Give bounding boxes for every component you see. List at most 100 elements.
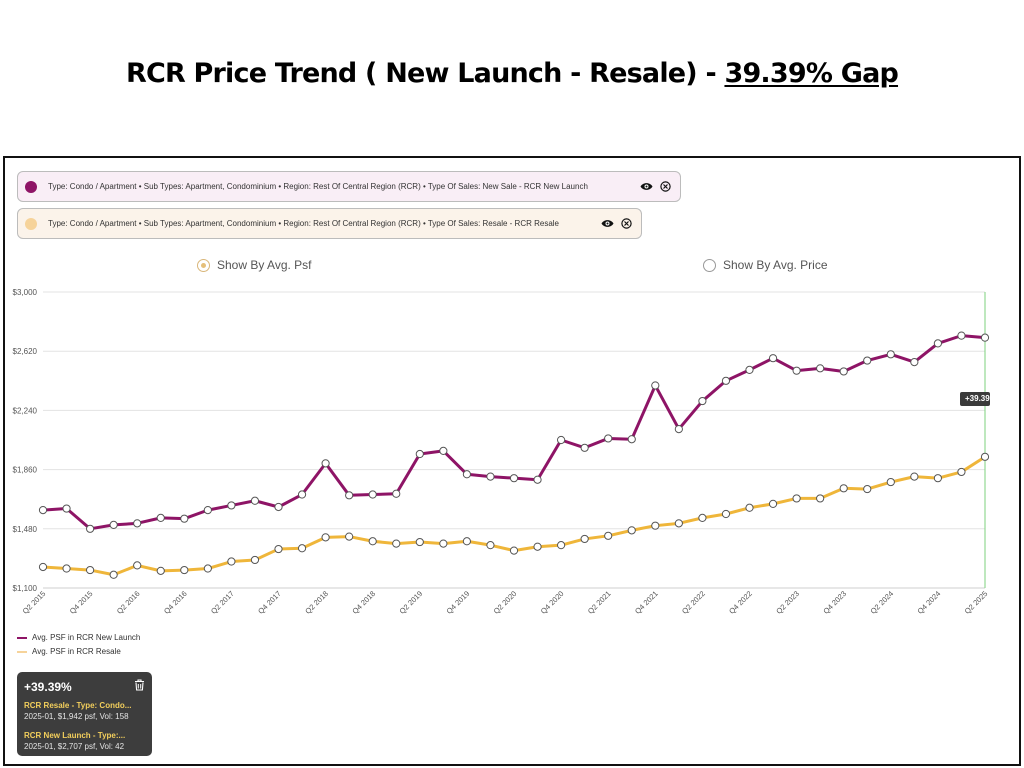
data-point — [109, 570, 118, 579]
price-trend-chart: $1,100 $1,480 $1,860 $2,240 $2,620 $3,000 Q2 2… — [13, 288, 990, 616]
data-point — [133, 519, 142, 528]
x-tick-label: Q2 2020 — [492, 589, 519, 616]
data-point — [768, 499, 778, 508]
slide-title-text: RCR Price Trend ( New Launch - Resale) - — [125, 58, 725, 89]
x-tick-label: Q4 2022 — [727, 589, 754, 616]
radio-circle[interactable] — [197, 258, 210, 272]
data-point — [462, 537, 471, 546]
data-point — [745, 365, 754, 374]
data-point — [274, 544, 283, 554]
data-point — [462, 470, 471, 479]
legend-label: Avg. PSF in RCR Resale — [32, 647, 121, 656]
data-point — [721, 376, 731, 385]
chart-panel: Type: Condo / Apartment • Sub Types: Apa… — [3, 156, 1021, 766]
data-point — [816, 494, 825, 503]
y-tick-label: $2,240 — [13, 406, 38, 415]
data-point — [227, 501, 236, 510]
x-tick-label: Q4 2024 — [916, 589, 943, 616]
slide-title: RCR Price Trend ( New Launch - Resale) -… — [0, 58, 1024, 89]
legend-resale[interactable]: Avg. PSF in RCR Resale — [17, 647, 121, 656]
data-point — [533, 475, 542, 484]
y-tick-label: $1,480 — [13, 525, 38, 534]
data-point — [321, 533, 330, 542]
data-point — [863, 484, 872, 494]
x-tick-label: Q2 2018 — [303, 589, 330, 616]
data-point — [250, 555, 260, 565]
data-point — [533, 542, 542, 551]
filter-chip-new-launch[interactable]: Type: Condo / Apartment • Sub Types: Apa… — [17, 171, 681, 202]
trash-icon[interactable] — [134, 679, 145, 694]
data-point — [250, 496, 260, 505]
x-tick-label: Q4 2023 — [821, 589, 848, 616]
data-point — [627, 526, 636, 535]
radio-show-by-price[interactable]: Show By Avg. Price — [703, 258, 828, 272]
radio-psf-label: Show By Avg. Psf — [217, 258, 312, 272]
data-point — [392, 539, 401, 548]
data-point — [38, 506, 48, 515]
x-tick-label: Q4 2017 — [256, 589, 283, 616]
data-point — [910, 358, 919, 367]
x-tick-label: Q2 2023 — [774, 589, 801, 616]
data-point — [792, 494, 801, 503]
data-point — [109, 520, 118, 530]
gap-badge: +39.39% — [960, 392, 990, 406]
data-point — [439, 539, 448, 548]
data-point — [980, 452, 990, 461]
data-point — [203, 506, 212, 515]
data-point — [180, 565, 189, 575]
eye-icon[interactable] — [601, 217, 614, 230]
radio-show-by-psf[interactable]: Show By Avg. Psf — [197, 258, 312, 272]
x-tick-label: Q2 2025 — [963, 589, 990, 616]
data-point — [933, 474, 943, 483]
x-tick-label: Q4 2019 — [445, 589, 472, 616]
data-point — [698, 396, 707, 406]
series-color-dot — [25, 180, 37, 193]
eye-icon[interactable] — [640, 180, 653, 193]
data-point — [86, 565, 95, 575]
data-point — [38, 562, 48, 572]
tooltip-resale-label: RCR Resale - Type: Condo... — [24, 701, 132, 710]
data-point — [957, 331, 966, 340]
data-point — [439, 446, 448, 456]
data-point — [604, 434, 613, 443]
data-point — [674, 519, 683, 528]
tooltip-gap-value: +39.39% — [24, 679, 72, 694]
close-icon[interactable] — [620, 217, 633, 230]
data-point — [886, 477, 895, 487]
data-point — [368, 490, 377, 499]
close-icon[interactable] — [659, 180, 672, 193]
data-point — [768, 354, 778, 363]
data-point — [863, 356, 872, 365]
data-point — [297, 490, 307, 499]
y-tick-label: $2,620 — [13, 347, 38, 356]
data-point — [321, 459, 330, 468]
radio-price-label: Show By Avg. Price — [723, 258, 828, 272]
legend-swatch — [17, 650, 27, 653]
data-point — [651, 521, 660, 530]
data-point — [486, 472, 495, 481]
data-point — [627, 435, 636, 444]
data-point — [180, 514, 189, 523]
data-point — [227, 557, 236, 566]
filter-chip-resale[interactable]: Type: Condo / Apartment • Sub Types: Apa… — [17, 208, 642, 239]
radio-circle[interactable] — [703, 258, 716, 272]
tooltip-resale-detail: 2025-01, $1,942 psf, Vol: 158 — [24, 712, 129, 721]
data-point — [345, 532, 354, 541]
slide-title-gap: 39.39% Gap — [724, 58, 899, 89]
data-point — [580, 443, 589, 452]
filter-chip-text: Type: Condo / Apartment • Sub Types: Apa… — [48, 219, 559, 228]
data-point — [839, 484, 848, 493]
legend-swatch — [17, 636, 27, 639]
series-color-dot — [25, 217, 37, 230]
x-tick-label: Q4 2021 — [633, 589, 660, 616]
data-point — [721, 509, 731, 519]
x-tick-label: Q4 2015 — [68, 589, 95, 616]
legend-new-launch[interactable]: Avg. PSF in RCR New Launch — [17, 633, 140, 642]
data-point — [509, 546, 519, 555]
filter-chip-text: Type: Condo / Apartment • Sub Types: Apa… — [48, 182, 588, 191]
x-tick-label: Q4 2020 — [539, 589, 566, 616]
data-point — [839, 367, 848, 376]
data-point — [486, 541, 495, 550]
data-point — [745, 503, 754, 512]
data-point — [86, 524, 95, 533]
